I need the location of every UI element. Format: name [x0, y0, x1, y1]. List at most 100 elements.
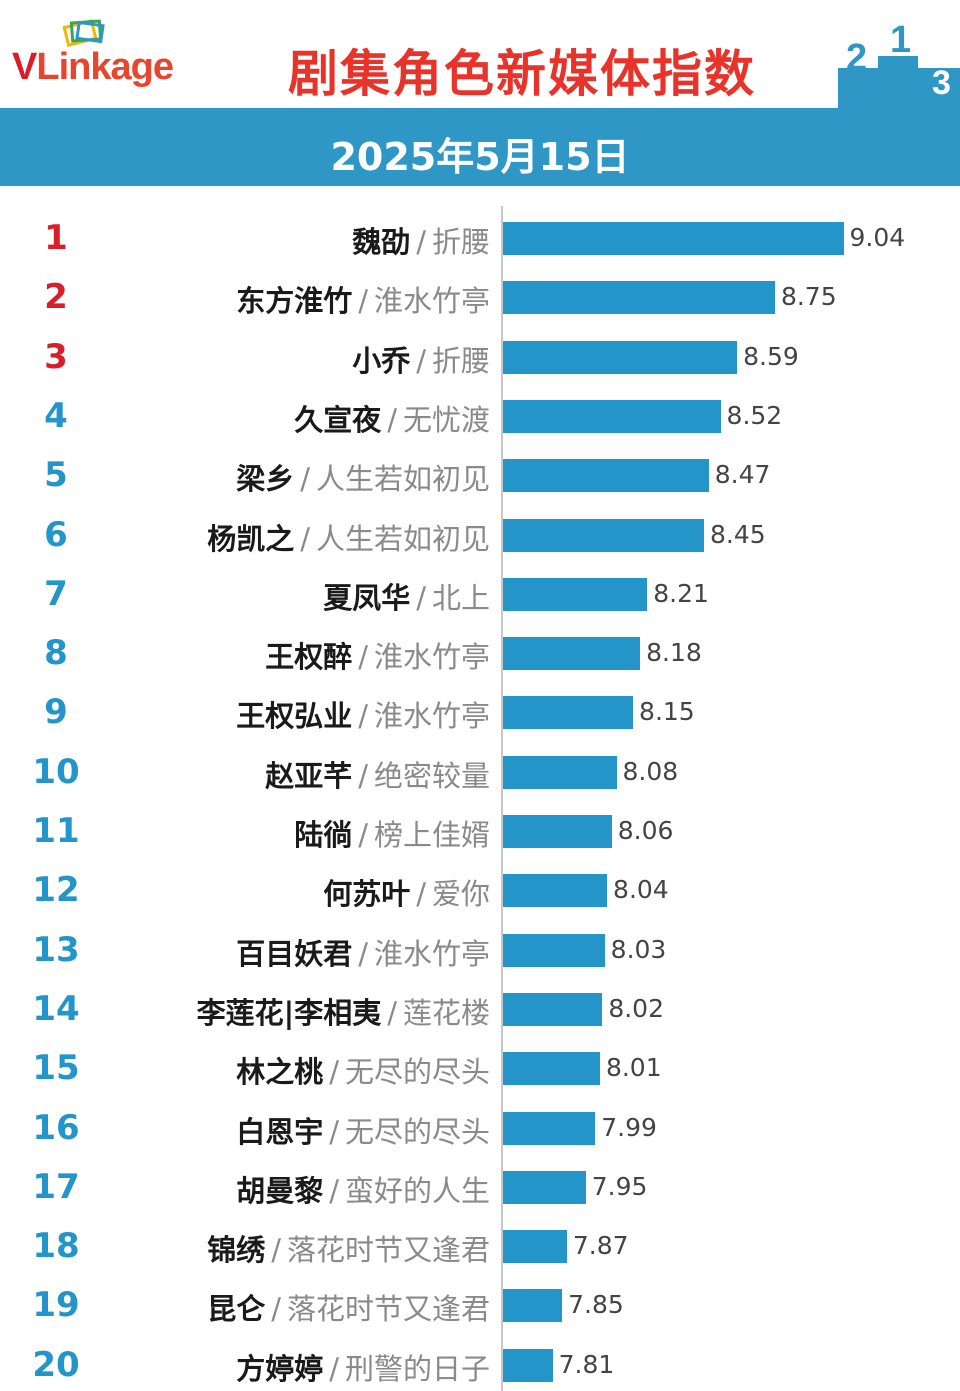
drama-title: 淮水竹亭	[373, 699, 490, 734]
bar-mark	[503, 992, 603, 1026]
value-label: 7.95	[591, 1171, 648, 1201]
value-label: 8.59	[743, 341, 799, 371]
logo-text: VLinkage	[12, 46, 174, 88]
bar-mark	[503, 340, 738, 374]
drama-title: 淮水竹亭	[373, 640, 490, 675]
character-name: 赵亚芊	[265, 758, 353, 793]
rank-number: 18	[32, 1226, 80, 1267]
value-label: 8.75	[780, 282, 837, 312]
drama-title: 榜上佳婿	[373, 818, 490, 852]
drama-title: 落花时节又逢君	[286, 1233, 490, 1268]
row-label: 梁乡 / 人生若如初见	[236, 456, 490, 498]
row-label: 东方淮竹 / 淮水竹亭	[236, 278, 490, 320]
bar-mark	[503, 933, 605, 967]
character-name: 白恩宇	[236, 1114, 324, 1149]
date-label: 2025年5月15日	[330, 135, 630, 179]
row-label: 王权弘业 / 淮水竹亭	[236, 693, 490, 735]
label-separator: /	[329, 1114, 339, 1149]
drama-title: 莲花楼	[402, 995, 490, 1030]
label-separator: /	[358, 758, 368, 793]
rank-number: 19	[32, 1285, 80, 1326]
character-name: 久宣夜	[294, 402, 382, 437]
label-separator: /	[387, 402, 397, 437]
rank-number: 14	[32, 988, 80, 1029]
character-name: 百目妖君	[236, 936, 353, 971]
rank-number: 8	[44, 633, 68, 674]
bar-mark	[503, 399, 721, 433]
value-label: 7.99	[601, 1112, 657, 1142]
drama-title: 北上	[431, 580, 490, 615]
date-band	[0, 108, 960, 186]
character-name: 王权弘业	[236, 699, 353, 734]
row-label: 魏劭 / 折腰	[352, 219, 490, 261]
rank-number: 13	[32, 929, 80, 970]
value-label: 8.21	[653, 578, 709, 608]
drama-title: 无忧渡	[402, 402, 490, 437]
row-label: 昆仑 / 落花时节又逢君	[207, 1286, 490, 1328]
rank-number: 16	[32, 1107, 80, 1148]
label-separator: /	[271, 1233, 281, 1268]
value-label: 8.45	[710, 519, 766, 549]
rank-number: 15	[32, 1048, 80, 1089]
value-label: 8.47	[714, 460, 771, 490]
bar-mark	[503, 222, 844, 255]
drama-title: 淮水竹亭	[373, 936, 490, 971]
value-label: 8.52	[726, 400, 783, 430]
value-label: 8.01	[605, 1053, 662, 1083]
bar-mark	[503, 1052, 600, 1086]
row-label: 方婷婷 / 刑警的日子	[236, 1346, 490, 1388]
value-label: 8.06	[617, 816, 674, 845]
axis-line	[501, 206, 503, 1391]
row-label: 李莲花|李相夷 / 莲花楼	[197, 990, 490, 1032]
rank-number: 9	[44, 692, 68, 733]
character-name: 夏凤华	[323, 580, 411, 615]
rank-number: 4	[44, 395, 68, 436]
bar-mark	[503, 815, 612, 848]
value-label: 8.18	[646, 638, 702, 668]
row-label: 白恩宇 / 无尽的尽头	[236, 1109, 490, 1151]
character-name: 小乔	[352, 343, 411, 378]
rank-number: 6	[44, 514, 68, 555]
label-separator: /	[329, 1351, 339, 1386]
rank-number: 10	[32, 751, 80, 792]
label-separator: /	[300, 521, 310, 556]
rank-number: 20	[32, 1344, 80, 1385]
character-name: 魏劭	[352, 225, 411, 259]
row-label: 百目妖君 / 淮水竹亭	[236, 931, 490, 973]
value-label: 7.85	[568, 1290, 624, 1320]
label-separator: /	[416, 343, 426, 378]
label-separator: /	[358, 699, 368, 734]
value-label: 8.08	[622, 756, 679, 786]
drama-title: 无尽的尽头	[344, 1055, 490, 1090]
svg-text:1: 1	[890, 19, 911, 61]
logo-emblem-icon	[62, 19, 105, 47]
drama-title: 淮水竹亭	[373, 284, 490, 319]
page-title: 剧集角色新媒体指数	[288, 45, 756, 103]
rank-number: 11	[32, 811, 80, 851]
row-label: 久宣夜 / 无忧渡	[294, 397, 490, 439]
rank-number: 1	[44, 218, 68, 258]
drama-title: 折腰	[431, 343, 490, 378]
label-separator: /	[271, 1292, 281, 1327]
row-label: 小乔 / 折腰	[352, 338, 490, 380]
bar-mark	[503, 637, 641, 671]
rank-number: 7	[44, 573, 68, 614]
character-name: 陆徜	[294, 818, 353, 852]
character-name: 方婷婷	[236, 1351, 324, 1386]
label-separator: /	[300, 462, 310, 497]
bar-mark	[503, 1230, 567, 1264]
bar-mark	[503, 874, 608, 908]
label-separator: /	[416, 877, 426, 912]
header: VLinkage 剧集角色新媒体指数 2 1 3	[0, 0, 960, 108]
row-label: 陆徜 / 榜上佳婿	[294, 812, 490, 854]
bar-mark	[503, 755, 617, 789]
character-name: 东方淮竹	[236, 284, 353, 319]
bar-mark	[503, 1289, 563, 1323]
label-separator: /	[358, 284, 368, 319]
value-label: 7.81	[558, 1349, 615, 1379]
bar-mark	[503, 1170, 586, 1204]
character-name: 何苏叶	[323, 877, 411, 912]
row-label: 王权醉 / 淮水竹亭	[265, 634, 490, 676]
character-name: 李莲花|李相夷	[196, 995, 382, 1030]
rank-number: 5	[44, 455, 68, 496]
